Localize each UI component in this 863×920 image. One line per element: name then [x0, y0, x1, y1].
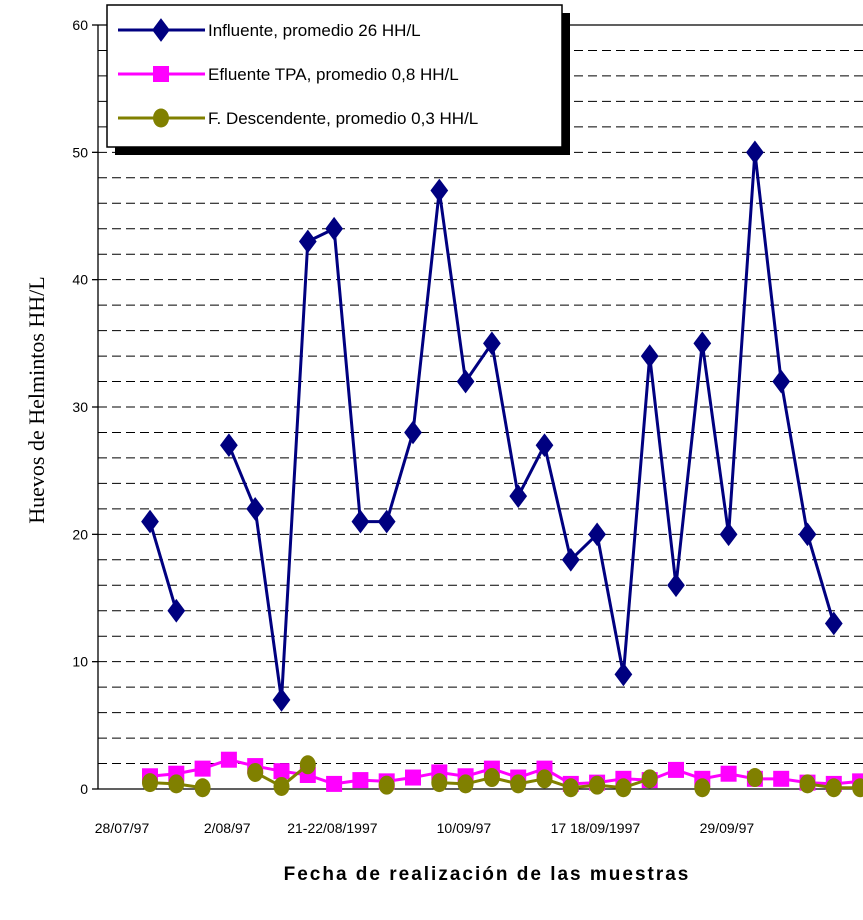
y-tick-label: 30: [72, 399, 88, 415]
legend-label: Efluente TPA, promedio 0,8 HH/L: [208, 65, 459, 84]
data-point: [298, 229, 317, 254]
series-line: [148, 150, 836, 702]
y-tick-label: 0: [80, 781, 88, 797]
data-point: [167, 598, 186, 623]
y-tick-labels: 0 10 20 30 40 50 60: [72, 17, 98, 797]
y-tick-label: 50: [72, 144, 88, 160]
data-point: [272, 688, 291, 712]
data-point: [351, 509, 370, 534]
data-point: [615, 778, 632, 798]
data-point: [852, 778, 863, 798]
legend-item: F. Descendente, promedio 0,3 HH/L: [118, 108, 478, 128]
legend-label: Influente, promedio 26 HH/L: [208, 21, 421, 40]
legend-item: Efluente TPA, promedio 0,8 HH/L: [118, 65, 459, 84]
x-tick-label: 21-22/08/1997: [287, 820, 378, 836]
x-axis-label: Fecha de realización de las muestras: [284, 864, 691, 885]
data-point: [667, 573, 685, 598]
data-point: [825, 778, 842, 798]
data-point: [247, 762, 264, 782]
x-tick-labels: 28/07/97 2/08/97 21-22/08/1997 10/09/97 17 1…: [95, 820, 755, 836]
data-point: [640, 344, 659, 368]
data-point: [720, 765, 737, 782]
data-point: [194, 760, 211, 777]
data-point: [588, 522, 606, 547]
legend-marker: [153, 108, 169, 128]
legend-item: Influente, promedio 26 HH/L: [118, 18, 421, 42]
data-point: [246, 497, 265, 521]
x-tick-label: 28/07/97: [95, 820, 150, 836]
data-point: [746, 768, 763, 788]
data-point: [535, 433, 554, 458]
data-point: [536, 769, 553, 789]
data-point: [772, 369, 791, 394]
data-point: [326, 775, 343, 792]
data-point: [299, 755, 316, 775]
series-3: [142, 755, 863, 798]
data-point: [561, 547, 580, 572]
data-point: [405, 769, 421, 786]
data-point: [799, 774, 816, 794]
data-point: [352, 772, 369, 789]
data-point: [220, 751, 237, 768]
data-point: [483, 331, 501, 356]
data-point: [141, 509, 159, 534]
series-line: [149, 758, 861, 786]
data-point: [404, 420, 422, 445]
data-point: [510, 774, 527, 794]
data-point: [693, 331, 712, 356]
data-point: [668, 761, 684, 778]
legend-marker: [153, 66, 169, 82]
y-tick-label: 10: [72, 654, 88, 670]
x-tick-label: 10/09/97: [437, 820, 492, 836]
data-point: [273, 776, 290, 796]
data-point: [220, 433, 238, 458]
y-tick-label: 40: [72, 272, 88, 288]
data-point: [694, 778, 711, 798]
data-point: [457, 774, 474, 794]
data-point: [431, 773, 448, 793]
data-point: [325, 216, 343, 241]
data-point: [168, 774, 185, 794]
data-point: [773, 770, 790, 787]
data-point: [719, 522, 738, 547]
data-point: [589, 775, 606, 795]
x-tick-label: 17 18/09/1997: [551, 820, 641, 836]
data-point: [641, 769, 658, 789]
data-point: [483, 768, 500, 788]
data-point: [194, 778, 211, 798]
data-point: [377, 509, 396, 534]
legend-label: F. Descendente, promedio 0,3 HH/L: [208, 109, 478, 128]
data-point: [378, 775, 395, 795]
data-point: [456, 369, 475, 394]
data-point: [798, 522, 817, 547]
x-tick-label: 29/09/97: [700, 820, 755, 836]
y-tick-label: 60: [72, 17, 88, 33]
data-point: [509, 484, 528, 508]
data-point: [430, 178, 449, 203]
gridlines: [98, 49, 863, 765]
series-layer: [141, 140, 863, 798]
data-point: [273, 763, 290, 780]
data-point: [824, 611, 843, 636]
data-point: [614, 662, 633, 687]
legend: Influente, promedio 26 HH/L Efluente TPA,…: [106, 4, 570, 155]
series-1: [141, 140, 843, 712]
data-point: [142, 773, 158, 793]
data-point: [562, 778, 579, 798]
data-point: [746, 140, 764, 165]
x-tick-label: 2/08/97: [204, 820, 251, 836]
y-tick-label: 20: [72, 526, 88, 542]
y-axis-label: Huevos de Helmintos HH/L: [24, 276, 49, 523]
legend-marker: [152, 18, 170, 42]
